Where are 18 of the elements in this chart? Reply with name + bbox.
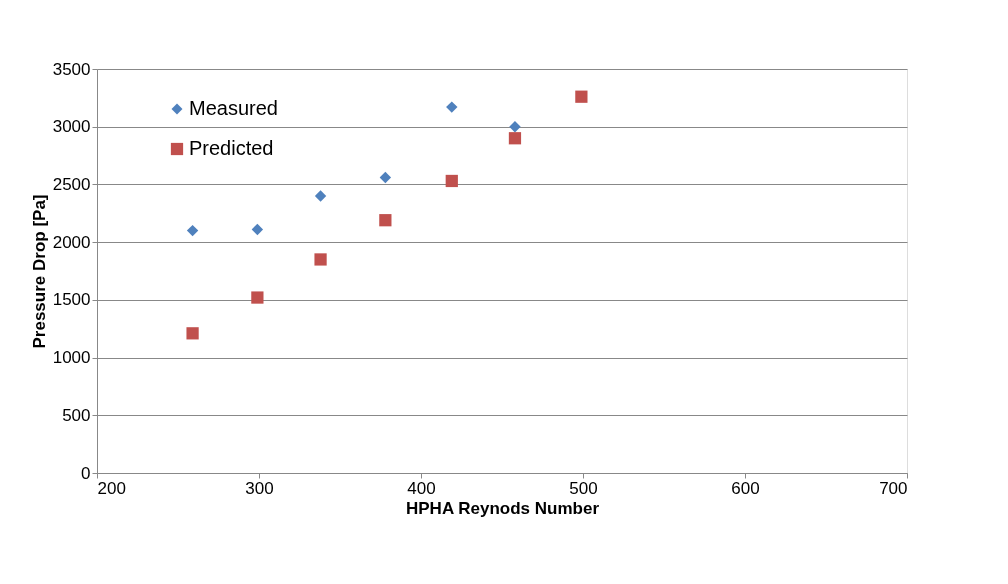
x-tick-label: 600: [731, 478, 760, 498]
x-tick-label: 500: [569, 478, 598, 498]
y-tick-label: 3000: [52, 117, 91, 137]
x-axis-title: HPHA Reynods Number: [405, 498, 600, 518]
y-tick-label: 2500: [52, 174, 91, 194]
y-tick-label: 1500: [52, 290, 91, 310]
y-tick-label: 1000: [52, 348, 91, 368]
legend-label: Measured: [189, 97, 278, 119]
y-tick-label: 3500: [52, 59, 91, 79]
y-tick-label: 2000: [52, 232, 91, 252]
x-tick-label: 300: [245, 478, 274, 498]
y-tick-label: 500: [62, 405, 91, 425]
x-tick-label: 200: [97, 478, 126, 498]
y-axis-title: Pressure Drop [Pa]: [29, 194, 49, 349]
x-tick-label: 700: [879, 478, 908, 498]
legend-label: Predicted: [189, 137, 274, 159]
y-tick-label: 0: [81, 463, 91, 483]
x-tick-label: 400: [407, 478, 436, 498]
